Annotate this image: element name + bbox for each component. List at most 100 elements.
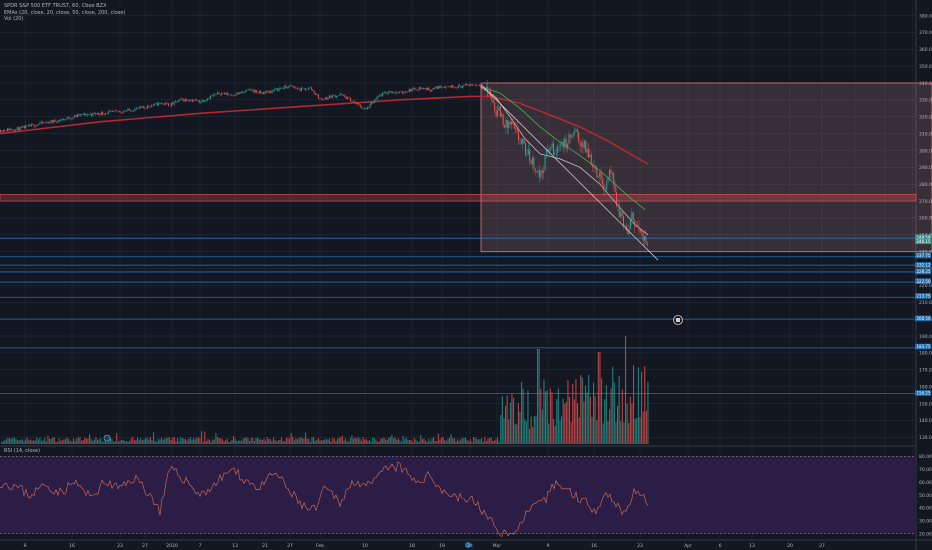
candle-body <box>399 91 400 93</box>
volume-bar <box>359 438 361 444</box>
volume-bar <box>549 388 551 444</box>
volume-bar <box>471 441 473 444</box>
ema-legend[interactable]: EMAs (20, close, 20, close, 50, close, 2… <box>4 9 126 16</box>
volume-bar <box>362 437 364 444</box>
candle-body <box>151 105 153 108</box>
candle-body <box>642 231 644 241</box>
volume-bar <box>181 438 183 444</box>
candle-body <box>492 100 494 103</box>
candle-body <box>519 139 521 140</box>
candle-body <box>233 95 235 96</box>
volume-bar <box>474 437 476 444</box>
volume-bar <box>375 439 377 444</box>
volume-bar <box>261 440 263 444</box>
time-tick-label: Apr <box>684 543 692 549</box>
volume-bar <box>143 439 145 444</box>
volume-bar <box>450 434 452 444</box>
volume-bar <box>242 438 244 444</box>
candle-body <box>443 87 445 88</box>
candle-body <box>261 92 263 94</box>
candle-body <box>508 121 510 128</box>
volume-bar <box>468 441 470 444</box>
volume-bar <box>402 435 404 444</box>
candle-body <box>85 113 87 116</box>
volume-bar <box>53 437 55 444</box>
candle-body <box>264 91 266 94</box>
candle-body <box>201 100 203 102</box>
candle-body <box>565 138 567 149</box>
volume-bar <box>156 441 158 444</box>
time-tick-label: 6 <box>719 543 722 549</box>
candle-body <box>224 93 225 95</box>
candle-body <box>296 88 298 90</box>
candle-body <box>245 90 246 92</box>
candle-body <box>569 134 571 138</box>
volume-bar <box>157 438 159 444</box>
volume-bar <box>645 410 647 444</box>
volume-bar <box>532 427 534 444</box>
candle-body <box>513 124 515 129</box>
volume-bar <box>634 419 636 444</box>
candle-body <box>578 131 580 142</box>
volume-bar <box>465 437 467 444</box>
volume-bar <box>173 437 175 444</box>
volume-bar <box>449 437 451 444</box>
candle-body <box>53 119 55 123</box>
volume-bar <box>185 438 187 444</box>
candle-body <box>354 101 356 102</box>
volume-bar <box>85 438 87 444</box>
volume-bar <box>546 390 548 444</box>
symbol-legend[interactable]: SPDR S&P 500 ETF TRUST, 60, Cboe BZX <box>4 3 107 9</box>
volume-bar <box>124 440 126 444</box>
candle-body <box>145 107 147 109</box>
candle-body <box>106 113 108 114</box>
candle-body <box>155 102 157 104</box>
candle-body <box>298 88 300 90</box>
volume-bar <box>21 439 23 444</box>
price-tag <box>915 315 931 322</box>
time-tick-label: 21 <box>262 543 268 549</box>
candle-body <box>417 90 419 91</box>
volume-bar <box>199 438 201 444</box>
resistance-band <box>0 194 917 202</box>
volume-bar <box>105 440 107 444</box>
candle-body <box>623 216 624 226</box>
volume-bar <box>365 439 367 444</box>
candle-body <box>30 124 32 127</box>
volume-bar <box>44 437 46 444</box>
candle-body <box>532 157 533 164</box>
volume-bar <box>562 398 564 444</box>
volume-bar <box>597 352 599 444</box>
volume-bar <box>354 437 356 444</box>
volume-bar <box>482 441 484 444</box>
candle-body <box>249 89 251 90</box>
volume-bar <box>641 371 643 444</box>
volume-bar <box>458 441 460 444</box>
time-tick-label: 16 <box>591 543 597 549</box>
volume-bar <box>49 438 51 444</box>
volume-bar <box>393 438 395 444</box>
candle-body <box>502 114 504 126</box>
candle-body <box>351 100 353 102</box>
volume-bar <box>52 437 54 444</box>
candle-body <box>232 94 234 96</box>
candle-body <box>537 170 539 173</box>
candle-body <box>200 101 202 103</box>
candle-body <box>467 84 469 86</box>
volume-bar <box>453 438 455 444</box>
candle-body <box>452 85 454 88</box>
volume-bar <box>260 439 262 444</box>
volume-bar <box>97 439 99 444</box>
volume-bar <box>373 437 375 444</box>
candle-body <box>103 114 105 115</box>
rsi-legend[interactable]: RSI (14, close) <box>4 448 41 454</box>
candle-body <box>23 126 25 129</box>
volume-bar <box>570 422 572 444</box>
price-tag-label: 248.59 <box>917 235 931 240</box>
candle-body <box>197 100 199 101</box>
volume-bar <box>241 440 243 444</box>
candle-body <box>99 114 101 115</box>
volume-bar <box>556 399 558 444</box>
volume-legend[interactable]: Vol (20) <box>4 16 24 22</box>
candle-body <box>35 126 36 127</box>
